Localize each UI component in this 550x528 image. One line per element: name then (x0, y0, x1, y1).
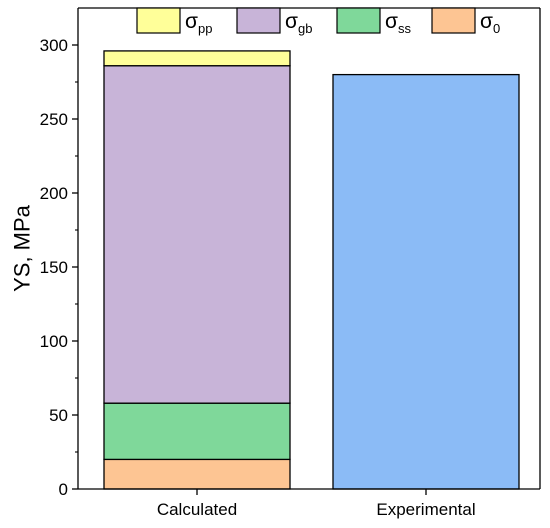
x-tick-label: Experimental (376, 500, 475, 519)
y-tick-label: 200 (40, 184, 68, 203)
x-ticks: Calculated Experimental (157, 489, 476, 519)
legend-label: σpp (185, 10, 212, 36)
bars (103, 50, 520, 490)
y-tick-label: 50 (49, 406, 68, 425)
y-tick-label: 250 (40, 110, 68, 129)
legend: σpp σgb σss σ0 (136, 7, 500, 36)
legend-swatch (236, 7, 281, 34)
legend-label: σgb (285, 10, 312, 36)
bar-segment-0-calculated (103, 458, 291, 490)
bar-segment-gb-calculated (103, 65, 291, 404)
bar-segment-pp-calculated (103, 50, 291, 67)
x-tick-label: Calculated (157, 500, 237, 519)
legend-swatch (136, 7, 181, 34)
legend-label: σ0 (480, 10, 500, 36)
y-ticks: 0 50 100 150 200 250 300 (40, 36, 78, 499)
legend-swatch (336, 7, 381, 34)
y-tick-label: 100 (40, 332, 68, 351)
legend-label: σss (385, 10, 411, 36)
bar-segment-experimental-experimental (332, 73, 520, 490)
y-tick-label: 300 (40, 36, 68, 55)
y-tick-label: 0 (59, 480, 68, 499)
legend-swatch (431, 7, 476, 34)
y-tick-label: 150 (40, 258, 68, 277)
y-axis-title: YS, MPa (10, 204, 35, 292)
bar-segment-ss-calculated (103, 402, 291, 461)
